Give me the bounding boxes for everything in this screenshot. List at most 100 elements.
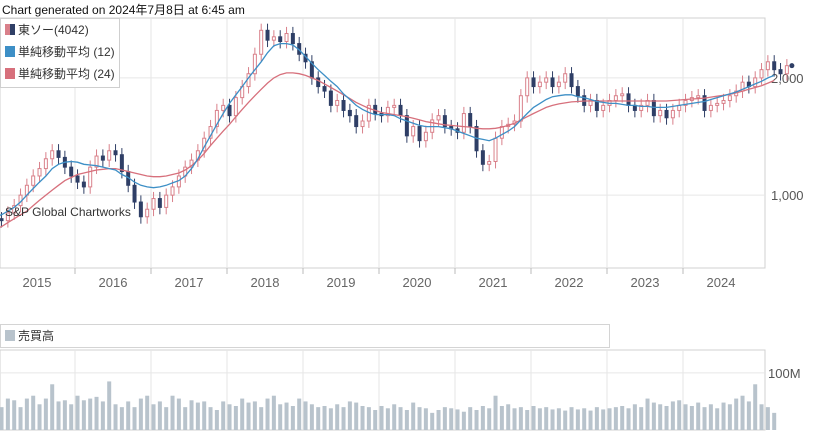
volume-bar	[183, 407, 188, 430]
last-price-marker	[789, 63, 795, 69]
candle-swatch-icon	[5, 24, 15, 35]
volume-bar	[430, 412, 435, 430]
candle-body	[252, 53, 257, 75]
candle-body	[43, 158, 48, 170]
candle-body	[563, 73, 568, 83]
volume-bar	[164, 407, 169, 430]
watermark-text: S&P Global Chartworks	[5, 205, 131, 219]
legend-label-price: 東ソー(4042)	[18, 23, 89, 37]
candle-body	[0, 218, 4, 222]
volume-bar	[100, 401, 105, 430]
candle-body	[100, 155, 105, 161]
volume-bar	[417, 407, 422, 430]
x-tick-label: 2023	[631, 275, 660, 290]
candle-body	[569, 73, 574, 88]
volume-bar	[227, 404, 232, 430]
volume-bar	[620, 406, 625, 430]
volume-bar	[24, 398, 29, 430]
volume-bar	[645, 398, 650, 430]
volume-bar	[442, 407, 447, 430]
volume-bar	[544, 407, 549, 430]
volume-bar	[664, 406, 669, 430]
candle-body	[601, 104, 606, 111]
volume-bar	[18, 407, 23, 430]
volume-bar	[259, 407, 264, 430]
volume-bar	[474, 410, 479, 430]
candle-body	[461, 113, 466, 133]
volume-bar	[651, 402, 656, 430]
sma24-line	[0, 72, 775, 228]
candle-body	[265, 29, 270, 41]
volume-bar	[594, 407, 599, 430]
candle-body	[639, 104, 644, 111]
volume-bar	[278, 404, 283, 430]
volume-bar	[493, 395, 498, 430]
legend-item-price[interactable]: 東ソー(4042)	[5, 21, 89, 39]
candle-body	[290, 33, 295, 45]
volume-bar	[50, 384, 55, 430]
candle-body	[550, 77, 555, 88]
candle-body	[417, 126, 422, 142]
volume-bar	[176, 398, 181, 430]
volume-bar	[157, 401, 162, 430]
candle-body	[658, 109, 663, 117]
candle-body	[335, 99, 340, 106]
volume-bar	[765, 407, 770, 430]
volume-bar	[189, 400, 194, 430]
candle-body	[214, 109, 219, 128]
volume-bar	[341, 407, 346, 430]
volume-legend: 売買高	[0, 324, 610, 348]
volume-bar	[525, 410, 530, 430]
volume-bar	[303, 401, 308, 430]
candle-body	[531, 77, 536, 88]
volume-bar	[202, 401, 207, 430]
volume-bar	[195, 402, 200, 430]
volume-bar	[233, 406, 238, 430]
volume-bar	[0, 407, 4, 430]
x-tick-label: 2018	[251, 275, 280, 290]
volume-bar	[639, 407, 644, 430]
candle-body	[575, 86, 580, 97]
candle-body	[157, 198, 162, 208]
legend-item-sma12[interactable]: 単純移動平均 (12)	[5, 43, 115, 61]
legend-label-sma24: 単純移動平均 (24)	[18, 67, 115, 81]
volume-bar	[398, 407, 403, 430]
volume-bar	[601, 409, 606, 430]
candle-body	[753, 77, 758, 88]
candle-body	[81, 181, 86, 188]
legend-item-volume[interactable]: 売買高	[5, 327, 54, 345]
volume-bar	[297, 398, 302, 430]
volume-swatch-icon	[5, 330, 15, 341]
volume-bar	[119, 407, 124, 430]
volume-bar	[221, 401, 226, 430]
candle-body	[499, 126, 504, 139]
candle-body	[398, 104, 403, 117]
candle-body	[404, 115, 409, 137]
candle-body	[88, 166, 93, 188]
volume-bar	[322, 406, 327, 430]
candle-body	[322, 86, 327, 92]
candle-body	[664, 109, 669, 119]
volume-bar	[56, 401, 61, 430]
candle-body	[721, 99, 726, 104]
volume-bar	[126, 401, 131, 430]
candle-body	[468, 113, 473, 128]
candle-body	[765, 61, 770, 71]
candle-body	[341, 99, 346, 111]
volume-bar	[354, 402, 359, 430]
candle-body	[50, 150, 55, 160]
candle-body	[715, 102, 720, 106]
volume-bar	[271, 395, 276, 430]
volume-bar	[702, 407, 707, 430]
volume-bar	[670, 401, 675, 430]
volume-bar	[588, 410, 593, 430]
candle-body	[233, 97, 238, 117]
candle-body	[145, 208, 150, 218]
volume-y-tick-label: 100M	[768, 366, 801, 381]
volume-bar	[499, 406, 504, 430]
volume-bar	[696, 402, 701, 430]
volume-bar	[746, 401, 751, 430]
legend-item-sma24[interactable]: 単純移動平均 (24)	[5, 65, 115, 83]
candle-body	[37, 168, 42, 177]
candle-body	[170, 186, 175, 196]
